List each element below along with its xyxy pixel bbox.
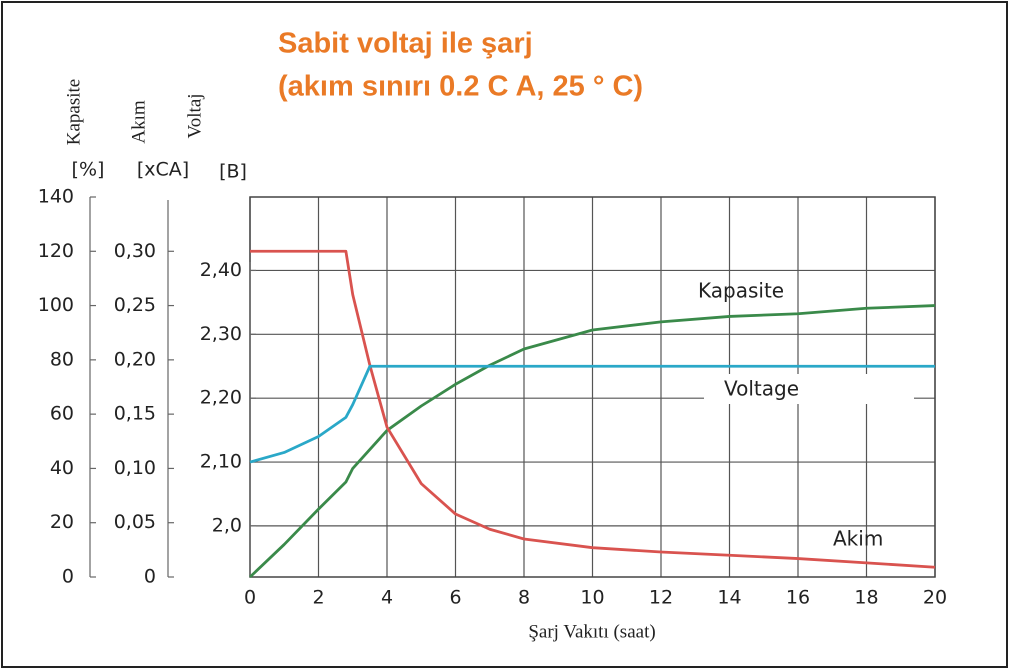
x-tick-label: 8 xyxy=(518,587,530,609)
chart-title: Sabit voltaj ile şarj xyxy=(278,28,533,60)
x-tick-label: 4 xyxy=(381,587,393,609)
x-tick-label: 6 xyxy=(449,587,461,609)
y3-tick-label: 2,0 xyxy=(212,514,242,536)
label-bg xyxy=(704,374,914,404)
y3-axis-title: Voltaj xyxy=(184,93,205,138)
y-tick-label: 0 xyxy=(62,566,74,588)
series-label: Kapasite xyxy=(698,279,784,303)
y3-tick-label: 2,20 xyxy=(200,387,242,409)
series-label: Akim xyxy=(833,527,883,551)
y3-tick-label: 2,40 xyxy=(200,259,242,281)
y-tick-label: 20 xyxy=(50,511,74,533)
y2-tick-label: 0,20 xyxy=(114,348,156,370)
y2-tick-label: 0,30 xyxy=(114,240,156,262)
y2-tick-label: 0 xyxy=(144,566,156,588)
x-tick-label: 12 xyxy=(649,587,673,609)
x-tick-label: 0 xyxy=(244,587,256,609)
y2-tick-label: 0,15 xyxy=(114,403,156,425)
y-axis-unit: [%] xyxy=(72,159,105,181)
y3-tick-label: 2,10 xyxy=(200,451,242,473)
x-tick-label: 20 xyxy=(923,587,947,609)
series-line xyxy=(250,249,936,569)
series-line xyxy=(249,304,936,579)
x-tick-label: 14 xyxy=(717,587,741,609)
y2-tick-label: 0,10 xyxy=(114,457,156,479)
y3-axis-unit: [B] xyxy=(219,161,247,183)
x-tick-label: 18 xyxy=(854,587,878,609)
y-tick-label: 100 xyxy=(38,294,74,316)
x-axis-title: Şarj Vakıtı (saat) xyxy=(528,621,655,642)
y-tick-label: 60 xyxy=(50,403,74,425)
x-tick-label: 16 xyxy=(786,587,810,609)
y2-tick-label: 0,25 xyxy=(114,294,156,316)
chart-subtitle: (akım sınırı 0.2 C A, 25 ° C) xyxy=(278,71,643,103)
y-tick-label: 120 xyxy=(38,240,74,262)
x-tick-label: 10 xyxy=(580,587,604,609)
series-label: Voltage xyxy=(724,377,799,401)
y-tick-label: 40 xyxy=(50,457,74,479)
series-line xyxy=(249,364,935,464)
y2-axis-title: Akım xyxy=(128,100,149,144)
y-axis-title: Kapasite xyxy=(63,79,84,145)
y-tick-label: 140 xyxy=(38,186,74,208)
y-tick-label: 80 xyxy=(50,348,74,370)
x-tick-label: 2 xyxy=(312,587,324,609)
y2-tick-label: 0,05 xyxy=(114,511,156,533)
y3-tick-label: 2,30 xyxy=(200,323,242,345)
y2-axis-unit: [xCA] xyxy=(137,159,189,181)
